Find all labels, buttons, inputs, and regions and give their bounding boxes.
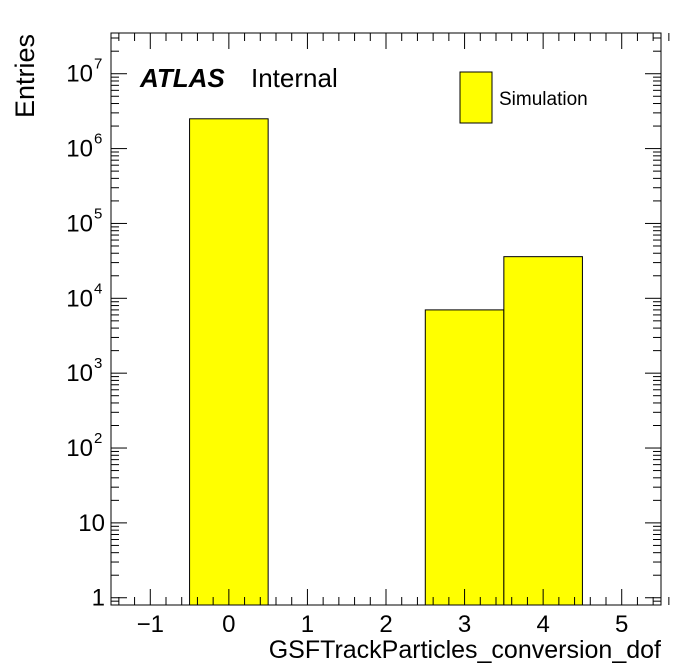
ticks-layer bbox=[111, 33, 670, 606]
atlas-label: ATLAS bbox=[139, 63, 225, 93]
y-tick-label: 10 bbox=[66, 435, 93, 462]
y-tick-label: 10 bbox=[66, 210, 93, 237]
bars-layer bbox=[189, 118, 583, 606]
x-tick-label: 4 bbox=[536, 611, 549, 638]
histogram-bar bbox=[503, 256, 583, 606]
y-tick-label: 10 bbox=[66, 61, 93, 88]
legend-label: Simulation bbox=[499, 89, 588, 110]
y-tick-label-exponent: 6 bbox=[94, 131, 102, 148]
y-tick-label-exponent: 7 bbox=[94, 56, 102, 73]
x-tick-label: 1 bbox=[301, 611, 314, 638]
x-tick-label: 5 bbox=[615, 611, 628, 638]
legend-swatch bbox=[459, 71, 493, 124]
x-axis-title: GSFTrackParticles_conversion_dof bbox=[269, 636, 661, 664]
y-tick-label: 10 bbox=[66, 285, 93, 312]
y-tick-label: 10 bbox=[66, 136, 93, 163]
y-tick-label: 10 bbox=[78, 510, 105, 537]
legend: Simulation bbox=[459, 71, 588, 124]
y-tick-label-exponent: 5 bbox=[94, 205, 102, 222]
histogram-bar bbox=[189, 118, 269, 606]
x-tick-label: 0 bbox=[222, 611, 235, 638]
y-axis-title: Entries bbox=[10, 34, 40, 118]
plot-frame bbox=[110, 32, 662, 606]
y-tick-label: 1 bbox=[92, 585, 105, 612]
y-tick-label-exponent: 2 bbox=[94, 430, 102, 447]
x-tick-label: 3 bbox=[458, 611, 471, 638]
x-tick-label: −1 bbox=[137, 611, 164, 638]
histogram-bar bbox=[424, 309, 505, 606]
atlas-status-label: Internal bbox=[251, 63, 338, 93]
y-tick-label-exponent: 3 bbox=[94, 355, 102, 372]
y-tick-label: 10 bbox=[66, 360, 93, 387]
x-tick-label: 2 bbox=[379, 611, 392, 638]
y-tick-label-exponent: 4 bbox=[94, 280, 102, 297]
